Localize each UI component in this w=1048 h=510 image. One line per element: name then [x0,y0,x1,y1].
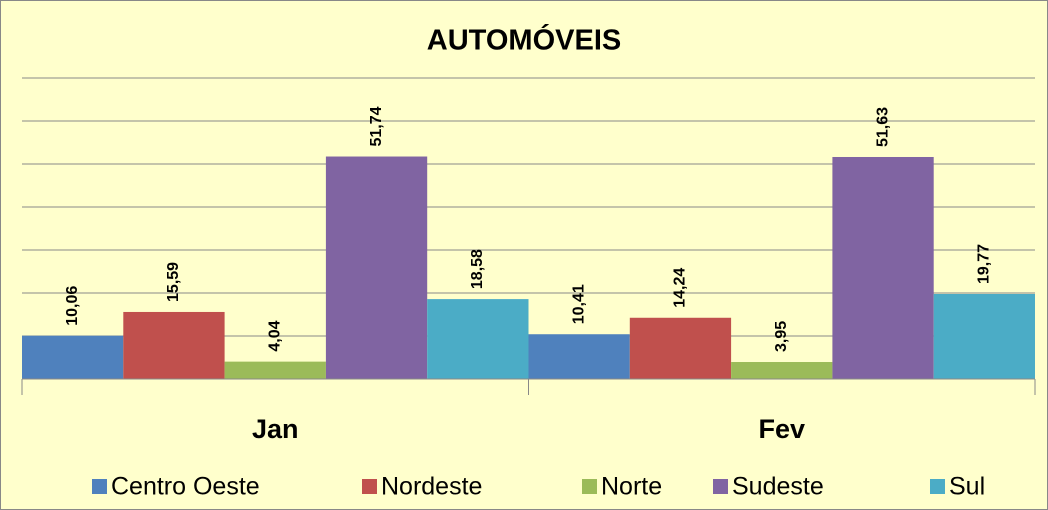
data-label: 4,04 [266,320,283,351]
bar [629,317,732,379]
bar [224,361,326,379]
legend-swatch [92,479,107,494]
data-label: 3,95 [773,321,790,352]
data-label: 10,41 [570,284,587,324]
legend-swatch [713,479,728,494]
data-label: 51,74 [368,106,385,146]
legend-label: Nordeste [381,473,482,501]
legend-swatch [362,479,377,494]
bar [22,335,124,379]
legend-label: Sul [949,473,985,501]
data-label: 51,63 [874,107,891,147]
bar [731,362,833,379]
bar [832,156,934,379]
legend-swatch [930,479,945,494]
bar [427,299,529,379]
x-tick-label: Jan [252,414,299,444]
x-tick-label: Fev [758,414,805,444]
bar [123,311,225,379]
data-label: 15,59 [165,262,182,302]
legend-swatch [582,479,597,494]
data-label: 18,58 [469,249,486,289]
data-label: 10,06 [64,286,81,326]
legend-label: Sudeste [732,473,824,501]
legend-label: Centro Oeste [111,473,260,501]
bar [528,334,630,379]
data-label: 19,77 [976,244,993,284]
data-label: 14,24 [672,268,689,308]
bar [325,156,428,379]
bar [933,293,1035,379]
legend-label: Norte [601,473,662,501]
chart-title: AUTOMÓVEIS [427,23,621,57]
